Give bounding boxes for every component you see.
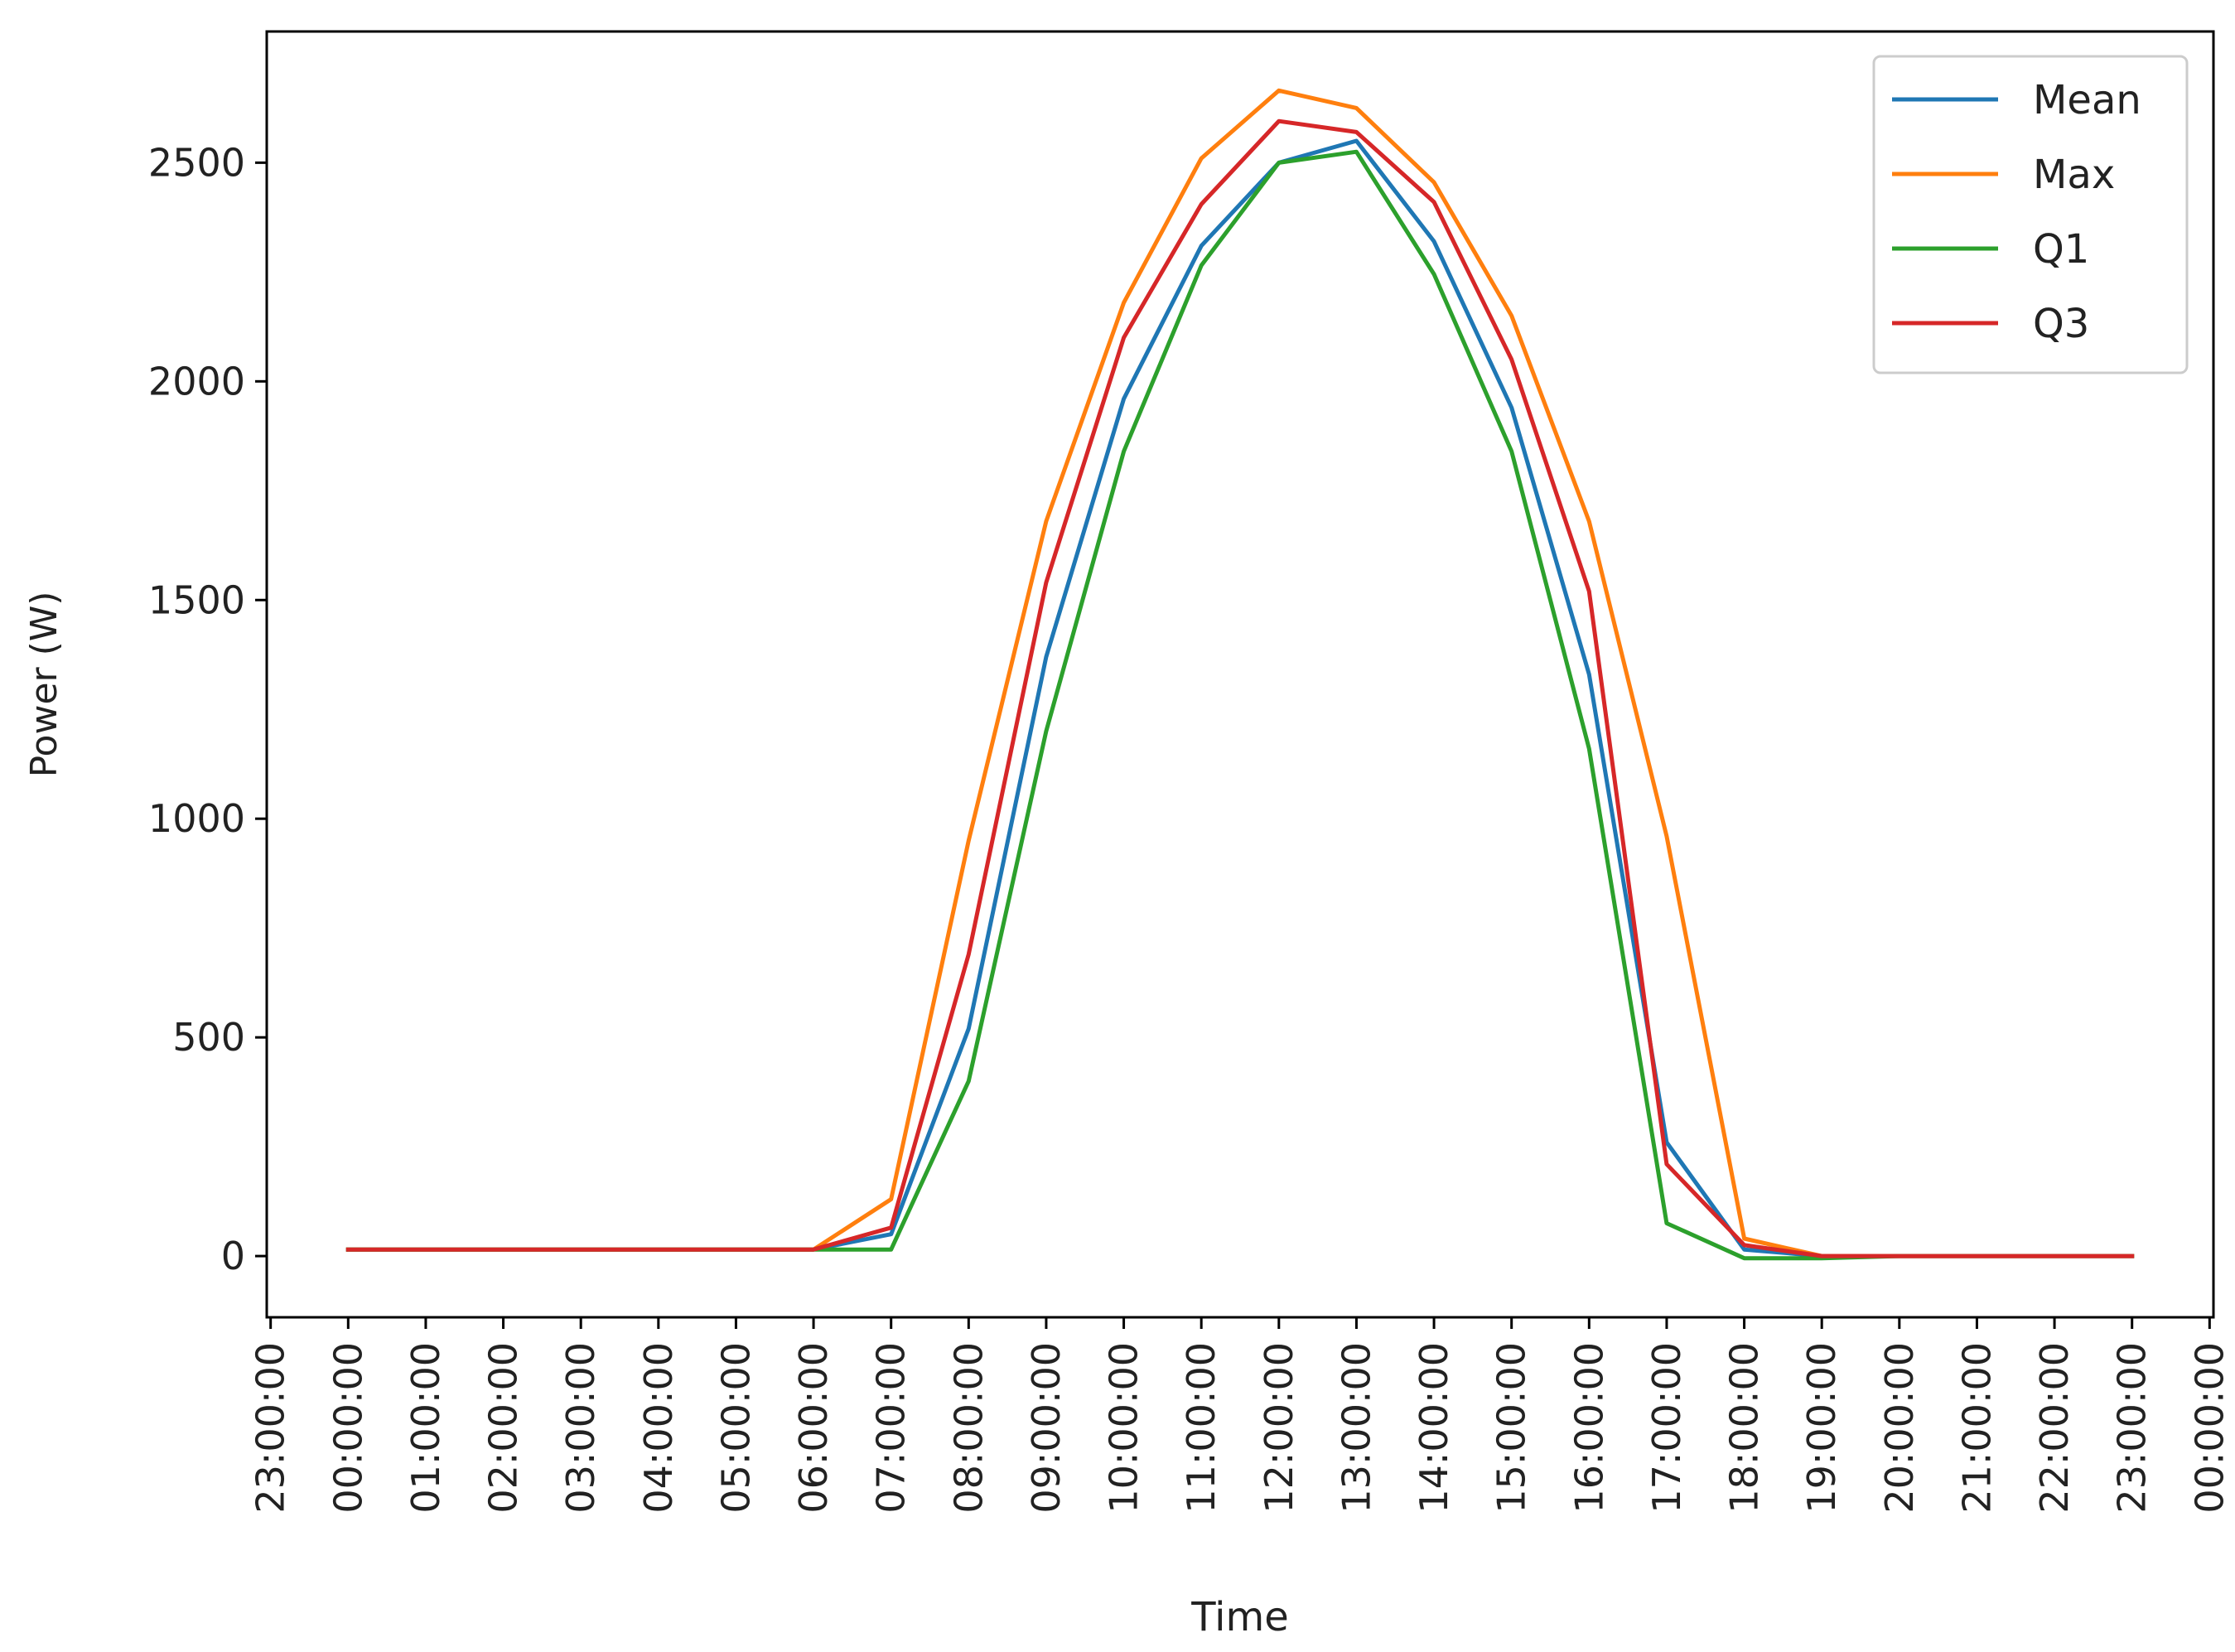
x-axis-label: Time: [1190, 1594, 1288, 1640]
series-line-q3: [345, 118, 2135, 1258]
series-line-mean: [345, 138, 2135, 1258]
x-tick-label: 19:00:00: [1799, 1342, 1844, 1514]
series-line-max: [345, 88, 2135, 1258]
plot-frame: [265, 30, 2215, 1319]
x-tick-label: 14:00:00: [1412, 1342, 1456, 1514]
x-tick-label: 13:00:00: [1334, 1342, 1378, 1514]
x-tick-label: 18:00:00: [1722, 1342, 1767, 1514]
legend-label-max: Max: [2033, 152, 2115, 198]
x-tick-label: 05:00:00: [713, 1342, 758, 1514]
x-tick-label: 00:00:00: [326, 1342, 370, 1514]
x-tick-label: 20:00:00: [1877, 1342, 1922, 1514]
x-tick-label: 16:00:00: [1566, 1342, 1611, 1514]
legend-box: [1872, 55, 2189, 374]
x-axis: 23:00:00 00:00:00 01:00:00 02:00:00 03:00:00…: [249, 1317, 2232, 1514]
x-tick-label: 23:00:00: [249, 1342, 293, 1514]
x-tick-label: 22:00:00: [2032, 1342, 2077, 1514]
x-tick-label: 17:00:00: [1644, 1342, 1689, 1514]
x-tick-label: 12:00:00: [1257, 1342, 1301, 1514]
x-tick-label: 21:00:00: [1954, 1342, 1999, 1514]
legend-label-q3: Q3: [2033, 301, 2089, 347]
x-tick-label: 23:00:00: [2110, 1342, 2155, 1514]
plot-area: [265, 30, 2215, 1319]
x-tick-label: 15:00:00: [1489, 1342, 1534, 1514]
x-tick-label: 06:00:00: [791, 1342, 836, 1514]
legend-label-mean: Mean: [2033, 77, 2141, 123]
x-tick-label: 03:00:00: [558, 1342, 603, 1514]
y-tick-label: 500: [172, 1015, 245, 1060]
y-tick-label: 2000: [148, 359, 245, 403]
series-lines: [345, 88, 2135, 1261]
y-axis-label: Power (W): [23, 592, 65, 778]
y-axis: 0 500 1000 1500 2000 2500: [148, 140, 267, 1278]
legend: Mean Max Q1 Q3: [1872, 55, 2189, 374]
x-tick-label: 00:00:00: [2187, 1342, 2232, 1514]
y-tick-label: 1000: [148, 796, 245, 841]
x-tick-label: 08:00:00: [946, 1342, 991, 1514]
x-tick-label: 11:00:00: [1179, 1342, 1224, 1514]
x-tick-label: 01:00:00: [403, 1342, 448, 1514]
series-line-q1: [345, 149, 2135, 1261]
y-tick-label: 1500: [148, 577, 245, 622]
x-tick-label: 09:00:00: [1024, 1342, 1069, 1514]
x-tick-label: 04:00:00: [636, 1342, 681, 1514]
legend-label-q1: Q1: [2033, 226, 2089, 273]
y-tick-label: 2500: [148, 140, 245, 185]
x-tick-label: 10:00:00: [1102, 1342, 1146, 1514]
x-tick-label: 02:00:00: [481, 1342, 526, 1514]
y-tick-label: 0: [221, 1234, 245, 1278]
x-tick-label: 07:00:00: [869, 1342, 914, 1514]
